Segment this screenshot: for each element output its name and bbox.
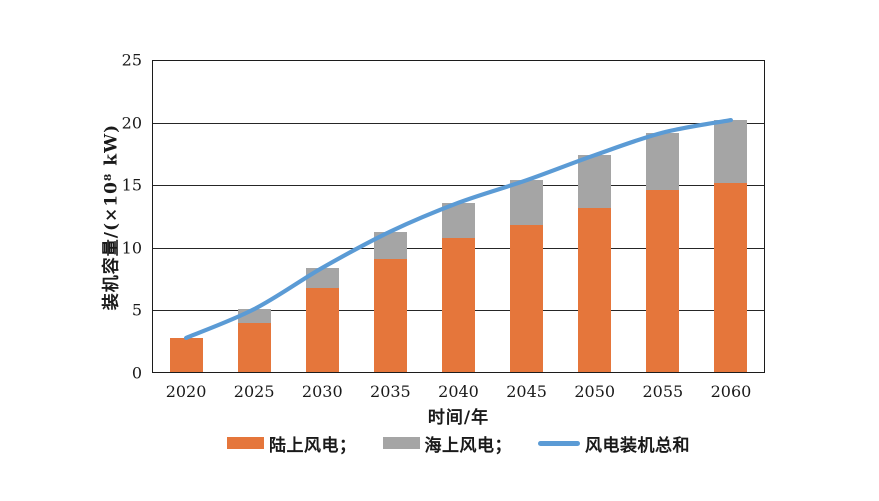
y-tick-label-0: 0 — [131, 363, 142, 383]
bar-segment-onshore-2035 — [373, 259, 407, 373]
gridline-15 — [152, 185, 765, 187]
legend-label: 陆上风电； — [269, 435, 357, 456]
y-tick-label-20: 20 — [121, 113, 142, 133]
x-tick-label-2040: 2040 — [438, 382, 479, 401]
x-tick-label-2050: 2050 — [574, 382, 616, 401]
gridline-20 — [152, 122, 765, 124]
x-tick-label-2020: 2020 — [165, 382, 207, 401]
y-tick-label-25: 25 — [121, 50, 142, 70]
legend-item-onshore: 陆上风电； — [227, 431, 357, 456]
legend-item-offshore: 海上风电； — [382, 431, 513, 456]
x-tick-label-2035: 2035 — [370, 382, 411, 401]
x-axis-title: 时间/年 — [427, 408, 490, 428]
legend-item-total: 风电装机总和 — [538, 431, 690, 456]
bar-segment-offshore-2050 — [578, 155, 612, 208]
bar-segment-onshore-2045 — [510, 225, 544, 373]
y-tick-label-15: 15 — [121, 175, 142, 195]
total-line — [184, 118, 733, 340]
x-tick-label-2045: 2045 — [506, 382, 547, 401]
x-tick-label-2025: 2025 — [233, 382, 275, 401]
legend-line-swatch-icon — [538, 440, 580, 446]
x-tick-label-2060: 2060 — [710, 382, 752, 401]
y-axis-title: 装机容量/(×10⁸ kW) — [101, 123, 122, 311]
bar-segment-onshore-2040 — [442, 237, 475, 373]
bar-segment-offshore-2060 — [714, 120, 748, 183]
plot-area — [152, 60, 765, 373]
bar-segment-onshore-2020 — [169, 337, 203, 373]
legend-label: 风电装机总和 — [585, 435, 690, 456]
legend-color-swatch-icon — [227, 437, 264, 449]
bar-segment-offshore-2045 — [510, 180, 544, 226]
bar-segment-onshore-2055 — [646, 190, 680, 373]
bar-segment-onshore-2050 — [578, 207, 612, 373]
bar-segment-onshore-2025 — [237, 322, 271, 373]
legend-color-swatch-icon — [382, 437, 420, 449]
legend: 陆上风电； 海上风电； 风电装机总和 — [152, 431, 765, 456]
y-tick-label-5: 5 — [131, 300, 142, 320]
bar-segment-onshore-2030 — [305, 287, 339, 373]
y-tick-label-10: 10 — [121, 238, 142, 258]
total-line-layer — [184, 118, 733, 340]
bar-segment-onshore-2060 — [714, 182, 748, 373]
legend-label: 海上风电； — [424, 435, 512, 456]
x-tick-label-2055: 2055 — [642, 382, 684, 401]
x-tick-label-2030: 2030 — [301, 382, 343, 401]
bar-segment-offshore-2055 — [646, 132, 680, 191]
